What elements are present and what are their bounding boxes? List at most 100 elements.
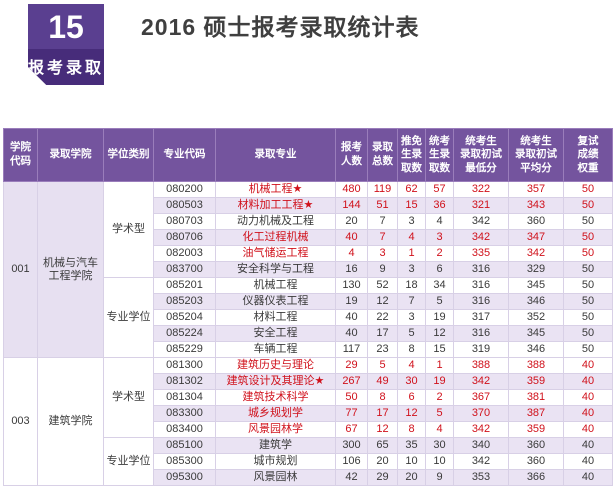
stats-table: 学院 代码 录取学院 学位类别 专业代码 录取专业 报考 人数 录取 总数 推免 生录 取数统… (3, 128, 613, 486)
stat-value-cell: 388 (453, 357, 509, 374)
stat-value-cell: 335 (453, 245, 509, 262)
stat-value-cell: 6 (425, 261, 454, 278)
stat-value-cell: 360 (508, 213, 564, 230)
stat-value-cell: 40 (563, 405, 613, 422)
column-header: 统考生 录取初试 最低分 (453, 128, 509, 182)
major-code-cell: 085300 (153, 453, 216, 470)
stat-value-cell: 5 (425, 293, 454, 310)
stat-value-cell: 15 (397, 197, 426, 214)
stat-value-cell: 50 (563, 181, 613, 198)
major-name-cell: 风景园林 (215, 469, 336, 486)
stat-value-cell: 4 (397, 229, 426, 246)
stat-value-cell: 388 (508, 357, 564, 374)
major-name-cell: 城乡规划学 (215, 405, 336, 422)
stat-value-cell: 342 (453, 373, 509, 390)
college-name-cell: 建筑学院 (37, 357, 104, 486)
major-name-cell: 建筑技术科学 (215, 389, 336, 406)
college-code-cell: 001 (3, 181, 38, 358)
stat-value-cell: 50 (563, 325, 613, 342)
stat-value-cell: 7 (397, 293, 426, 310)
major-code-cell: 080200 (153, 181, 216, 198)
stat-value-cell: 4 (425, 421, 454, 438)
column-header: 推免 生录 取数 (397, 128, 426, 182)
stat-value-cell: 62 (397, 181, 426, 198)
table-row: 专业学位 085100 建筑学 300 65 35 30 340 360 40 (4, 437, 613, 486)
major-name-cell: 风景园林学 (215, 421, 336, 438)
column-header: 录取 总数 (367, 128, 398, 182)
stat-value-cell: 40 (563, 373, 613, 390)
stat-value-cell: 3 (397, 309, 426, 326)
stat-value-cell: 342 (453, 229, 509, 246)
stat-value-cell: 316 (453, 261, 509, 278)
stat-value-cell: 9 (425, 469, 454, 486)
stat-value-cell: 22 (367, 309, 398, 326)
stat-value-cell: 360 (508, 453, 564, 470)
stat-value-cell: 40 (563, 453, 613, 470)
stat-value-cell: 352 (508, 309, 564, 326)
stat-value-cell: 19 (425, 309, 454, 326)
badge-label: 报考录取 (28, 49, 104, 85)
table-row: 082003 油气储运工程 4 3 1 2 335 342 50 (4, 245, 613, 262)
table-row: 080503 材料加工工程★ 144 51 15 36 321 343 50 (4, 197, 613, 214)
major-name-cell: 油气储运工程 (215, 245, 336, 262)
stat-value-cell: 117 (335, 341, 368, 358)
stat-value-cell: 329 (508, 261, 564, 278)
stat-value-cell: 130 (335, 277, 368, 294)
major-code-cell: 081300 (153, 357, 216, 374)
stat-value-cell: 119 (367, 181, 398, 198)
stat-value-cell: 17 (367, 325, 398, 342)
major-code-cell: 080706 (153, 229, 216, 246)
stat-value-cell: 360 (508, 437, 564, 454)
table-row: 083300 城乡规划学 77 17 12 5 370 387 40 (4, 405, 613, 422)
major-code-cell: 095300 (153, 469, 216, 486)
stat-value-cell: 3 (367, 245, 398, 262)
stat-value-cell: 50 (563, 229, 613, 246)
major-name-cell: 仪器仪表工程 (215, 293, 336, 310)
stat-value-cell: 4 (425, 213, 454, 230)
stat-value-cell: 7 (367, 229, 398, 246)
stat-value-cell: 49 (367, 373, 398, 390)
major-code-cell: 085100 (153, 437, 216, 454)
stat-value-cell: 10 (397, 453, 426, 470)
column-header: 学院 代码 (3, 128, 38, 182)
stat-value-cell: 319 (453, 341, 509, 358)
stat-value-cell: 50 (563, 213, 613, 230)
stat-value-cell: 4 (397, 357, 426, 374)
stat-value-cell: 8 (397, 341, 426, 358)
major-code-cell: 081302 (153, 373, 216, 390)
column-header: 统考生 录取初试 平均分 (508, 128, 564, 182)
stat-value-cell: 40 (563, 469, 613, 486)
stat-value-cell: 343 (508, 197, 564, 214)
stat-value-cell: 50 (563, 341, 613, 358)
stat-value-cell: 50 (335, 389, 368, 406)
stat-value-cell: 2 (425, 389, 454, 406)
stat-value-cell: 19 (425, 373, 454, 390)
stat-value-cell: 17 (367, 405, 398, 422)
degree-type-cell: 学术型 (103, 357, 154, 438)
stat-value-cell: 40 (335, 309, 368, 326)
stat-value-cell: 50 (563, 197, 613, 214)
column-header: 复试 成绩 权重 (563, 128, 613, 182)
stat-value-cell: 321 (453, 197, 509, 214)
stat-value-cell: 342 (453, 421, 509, 438)
stat-value-cell: 42 (335, 469, 368, 486)
major-name-cell: 材料工程 (215, 309, 336, 326)
major-code-cell: 081304 (153, 389, 216, 406)
stat-value-cell: 29 (335, 357, 368, 374)
table-row: 083700 安全科学与工程 16 9 3 6 316 329 50 (4, 261, 613, 278)
stat-value-cell: 50 (563, 293, 613, 310)
major-name-cell: 材料加工工程★ (215, 197, 336, 214)
stat-value-cell: 67 (335, 421, 368, 438)
stat-value-cell: 6 (397, 389, 426, 406)
stat-value-cell: 51 (367, 197, 398, 214)
section-badge: 15 报考录取 (28, 4, 104, 85)
degree-type-cell: 学术型 (103, 181, 154, 278)
stat-value-cell: 50 (563, 309, 613, 326)
stat-value-cell: 19 (335, 293, 368, 310)
major-code-cell: 085224 (153, 325, 216, 342)
stat-value-cell: 3 (397, 261, 426, 278)
stat-value-cell: 40 (563, 389, 613, 406)
stat-value-cell: 345 (508, 325, 564, 342)
stat-value-cell: 300 (335, 437, 368, 454)
degree-type-cell: 专业学位 (103, 277, 154, 358)
